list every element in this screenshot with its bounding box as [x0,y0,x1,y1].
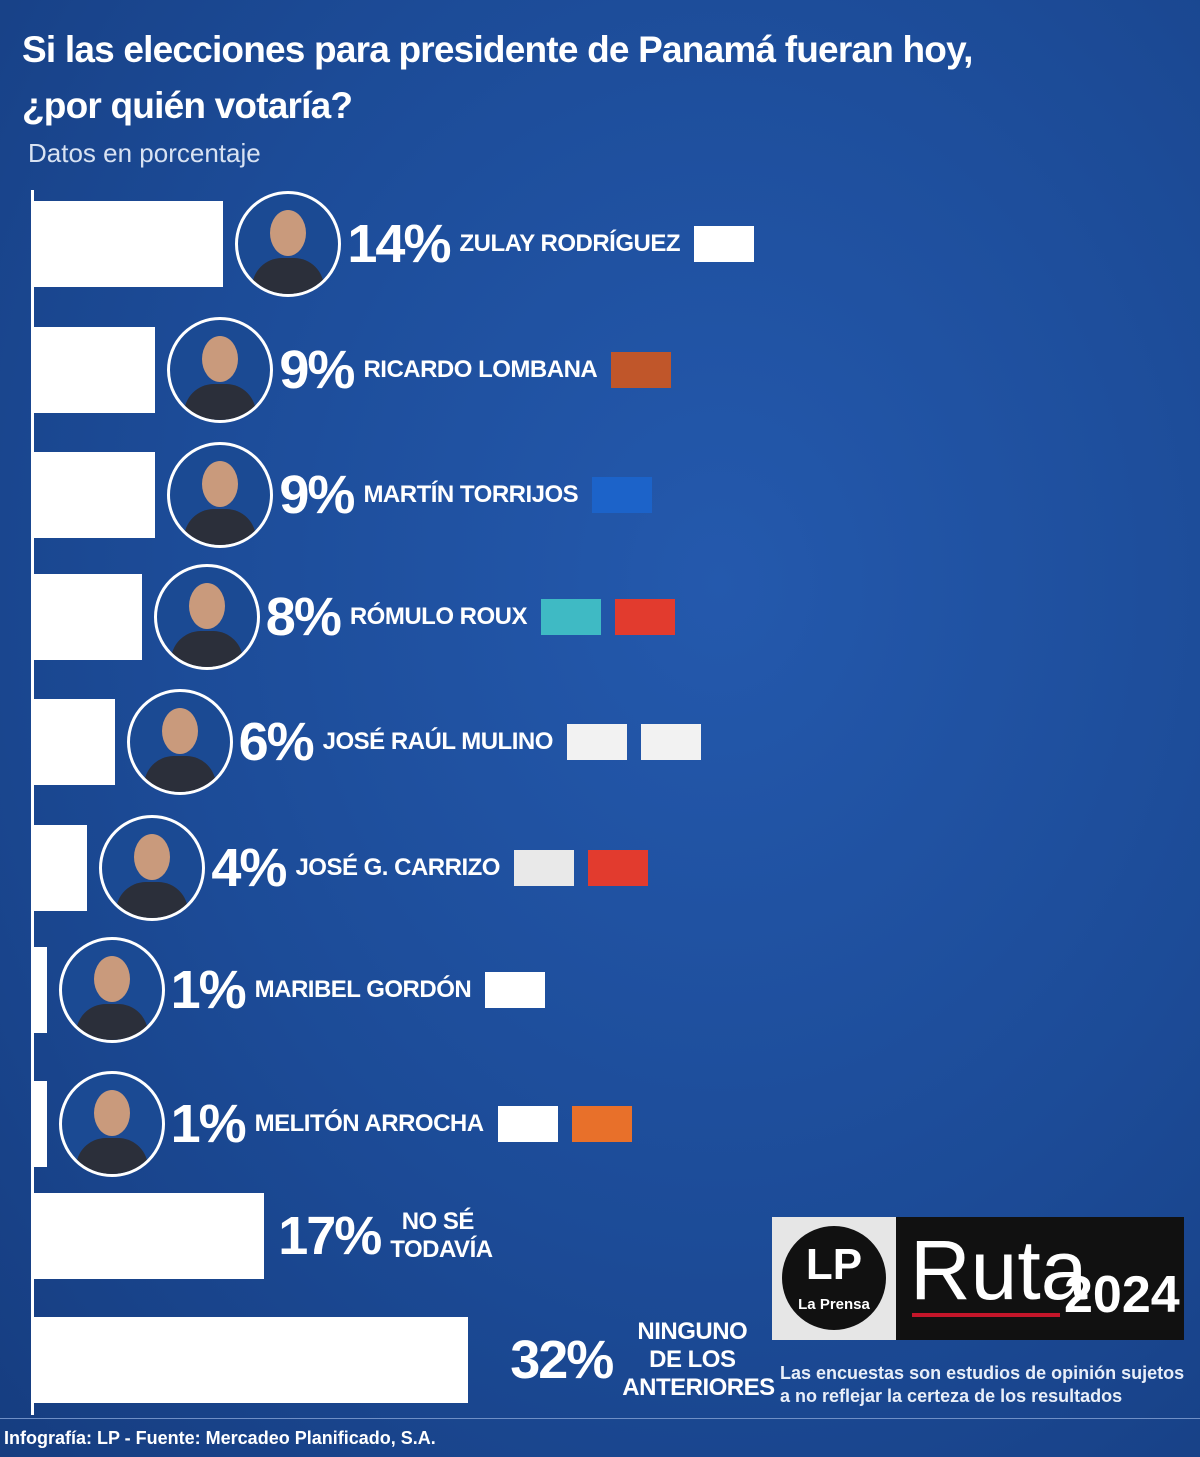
party-logo [571,1106,632,1142]
photo-head [93,956,130,1002]
party-logo [497,1106,558,1142]
category-label: RÓMULO ROUX [349,603,528,630]
value-label: 9% [279,465,355,525]
photo-body [252,258,325,294]
party-logo [615,599,676,635]
category-label: MELITÓN ARROCHA [254,1110,484,1137]
photo-head [202,461,239,507]
logo-circle [782,1226,886,1330]
category-label: ZULAY RODRÍGUEZ [459,230,681,257]
bar [33,327,156,413]
bar-row: 14% ZULAY RODRÍGUEZ [33,191,755,297]
bar-row: 1% MARIBEL GORDÓN [33,937,546,1043]
bar-row: 9% MARTÍN TORRIJOS [33,442,653,548]
bar [33,201,224,287]
photo-head [93,1090,130,1136]
photo-body [75,1004,148,1040]
party-logo [640,724,701,760]
candidate-photo [126,689,233,795]
bar [33,574,142,660]
photo-body [143,756,216,792]
party-logo [694,226,755,262]
photo-head [161,708,198,754]
bar [33,452,156,538]
candidate-photo [99,815,206,921]
bar [33,699,115,785]
chart-subtitle: Datos en porcentaje [28,138,261,168]
photo-body [170,631,243,667]
category-label: NO SÉ TODAVÍA [390,1208,493,1263]
value-label: 8% [265,587,342,647]
party-logo [587,850,648,886]
logo-text: LP [805,1240,863,1289]
party-logo [541,599,602,635]
disclaimer: Las encuestas son estudios de opinión su… [780,1363,1185,1406]
candidate-photo [58,1071,165,1177]
chart-title: Si las elecciones para presidente de Pan… [22,29,973,126]
bar-row: 4% JOSÉ G. CARRIZO [33,815,648,921]
bar-row: 9% RICARDO LOMBANA [33,317,672,423]
footer: Infografía: LP - Fuente: Mercadeo Planif… [4,1428,436,1448]
value-label: 1% [170,1094,247,1154]
party-logo [592,477,653,513]
value-label: 1% [170,960,247,1020]
party-logo [566,724,627,760]
footer-rule [0,1418,1200,1419]
logo-subtext: La Prensa [798,1296,870,1313]
bar-row: 6% JOSÉ RAÚL MULINO [33,689,701,795]
brand-underline [912,1313,1060,1317]
value-label: 6% [238,712,315,772]
photo-body [116,882,189,918]
category-label: JOSÉ G. CARRIZO [295,854,500,881]
category-label: MARIBEL GORDÓN [254,976,472,1003]
party-logo [485,972,546,1008]
brand-name: Ruta [910,1223,1088,1317]
bar-row: 8% RÓMULO ROUX [33,564,676,670]
bar-row: 32% NINGUNO DE LOS ANTERIORES [33,1315,775,1405]
bar [33,947,47,1033]
axis-line [31,190,34,1415]
bar-row: 17% NO SÉ TODAVÍA [33,1191,493,1281]
photo-head [270,210,307,256]
photo-head [134,834,171,880]
value-label: 4% [211,838,287,898]
photo-body [75,1138,148,1174]
bar [33,1081,47,1167]
brand-year: 2024 [1064,1266,1180,1324]
party-logo [513,850,574,886]
party-logo [611,352,672,388]
category-label: RICARDO LOMBANA [363,356,598,383]
bar-row: 1% MELITÓN ARROCHA [33,1071,632,1177]
value-label: 9% [279,340,355,400]
photo-head [202,336,239,382]
value-label: 14% [347,214,451,274]
photo-head [188,583,225,629]
value-label: 32% [510,1330,614,1390]
category-label: MARTÍN TORRIJOS [363,481,579,508]
candidate-photo [153,564,260,670]
bar [33,825,88,911]
category-label: JOSÉ RAÚL MULINO [322,728,554,755]
photo-body [184,509,257,545]
candidate-photo [58,937,165,1043]
bar [33,1193,265,1279]
value-label: 17% [278,1206,382,1266]
candidate-photo [167,317,274,423]
candidate-photo [235,191,342,297]
candidate-photo [167,442,274,548]
category-label: NINGUNO DE LOS ANTERIORES [622,1318,775,1401]
photo-body [184,384,257,420]
bar [33,1317,469,1403]
